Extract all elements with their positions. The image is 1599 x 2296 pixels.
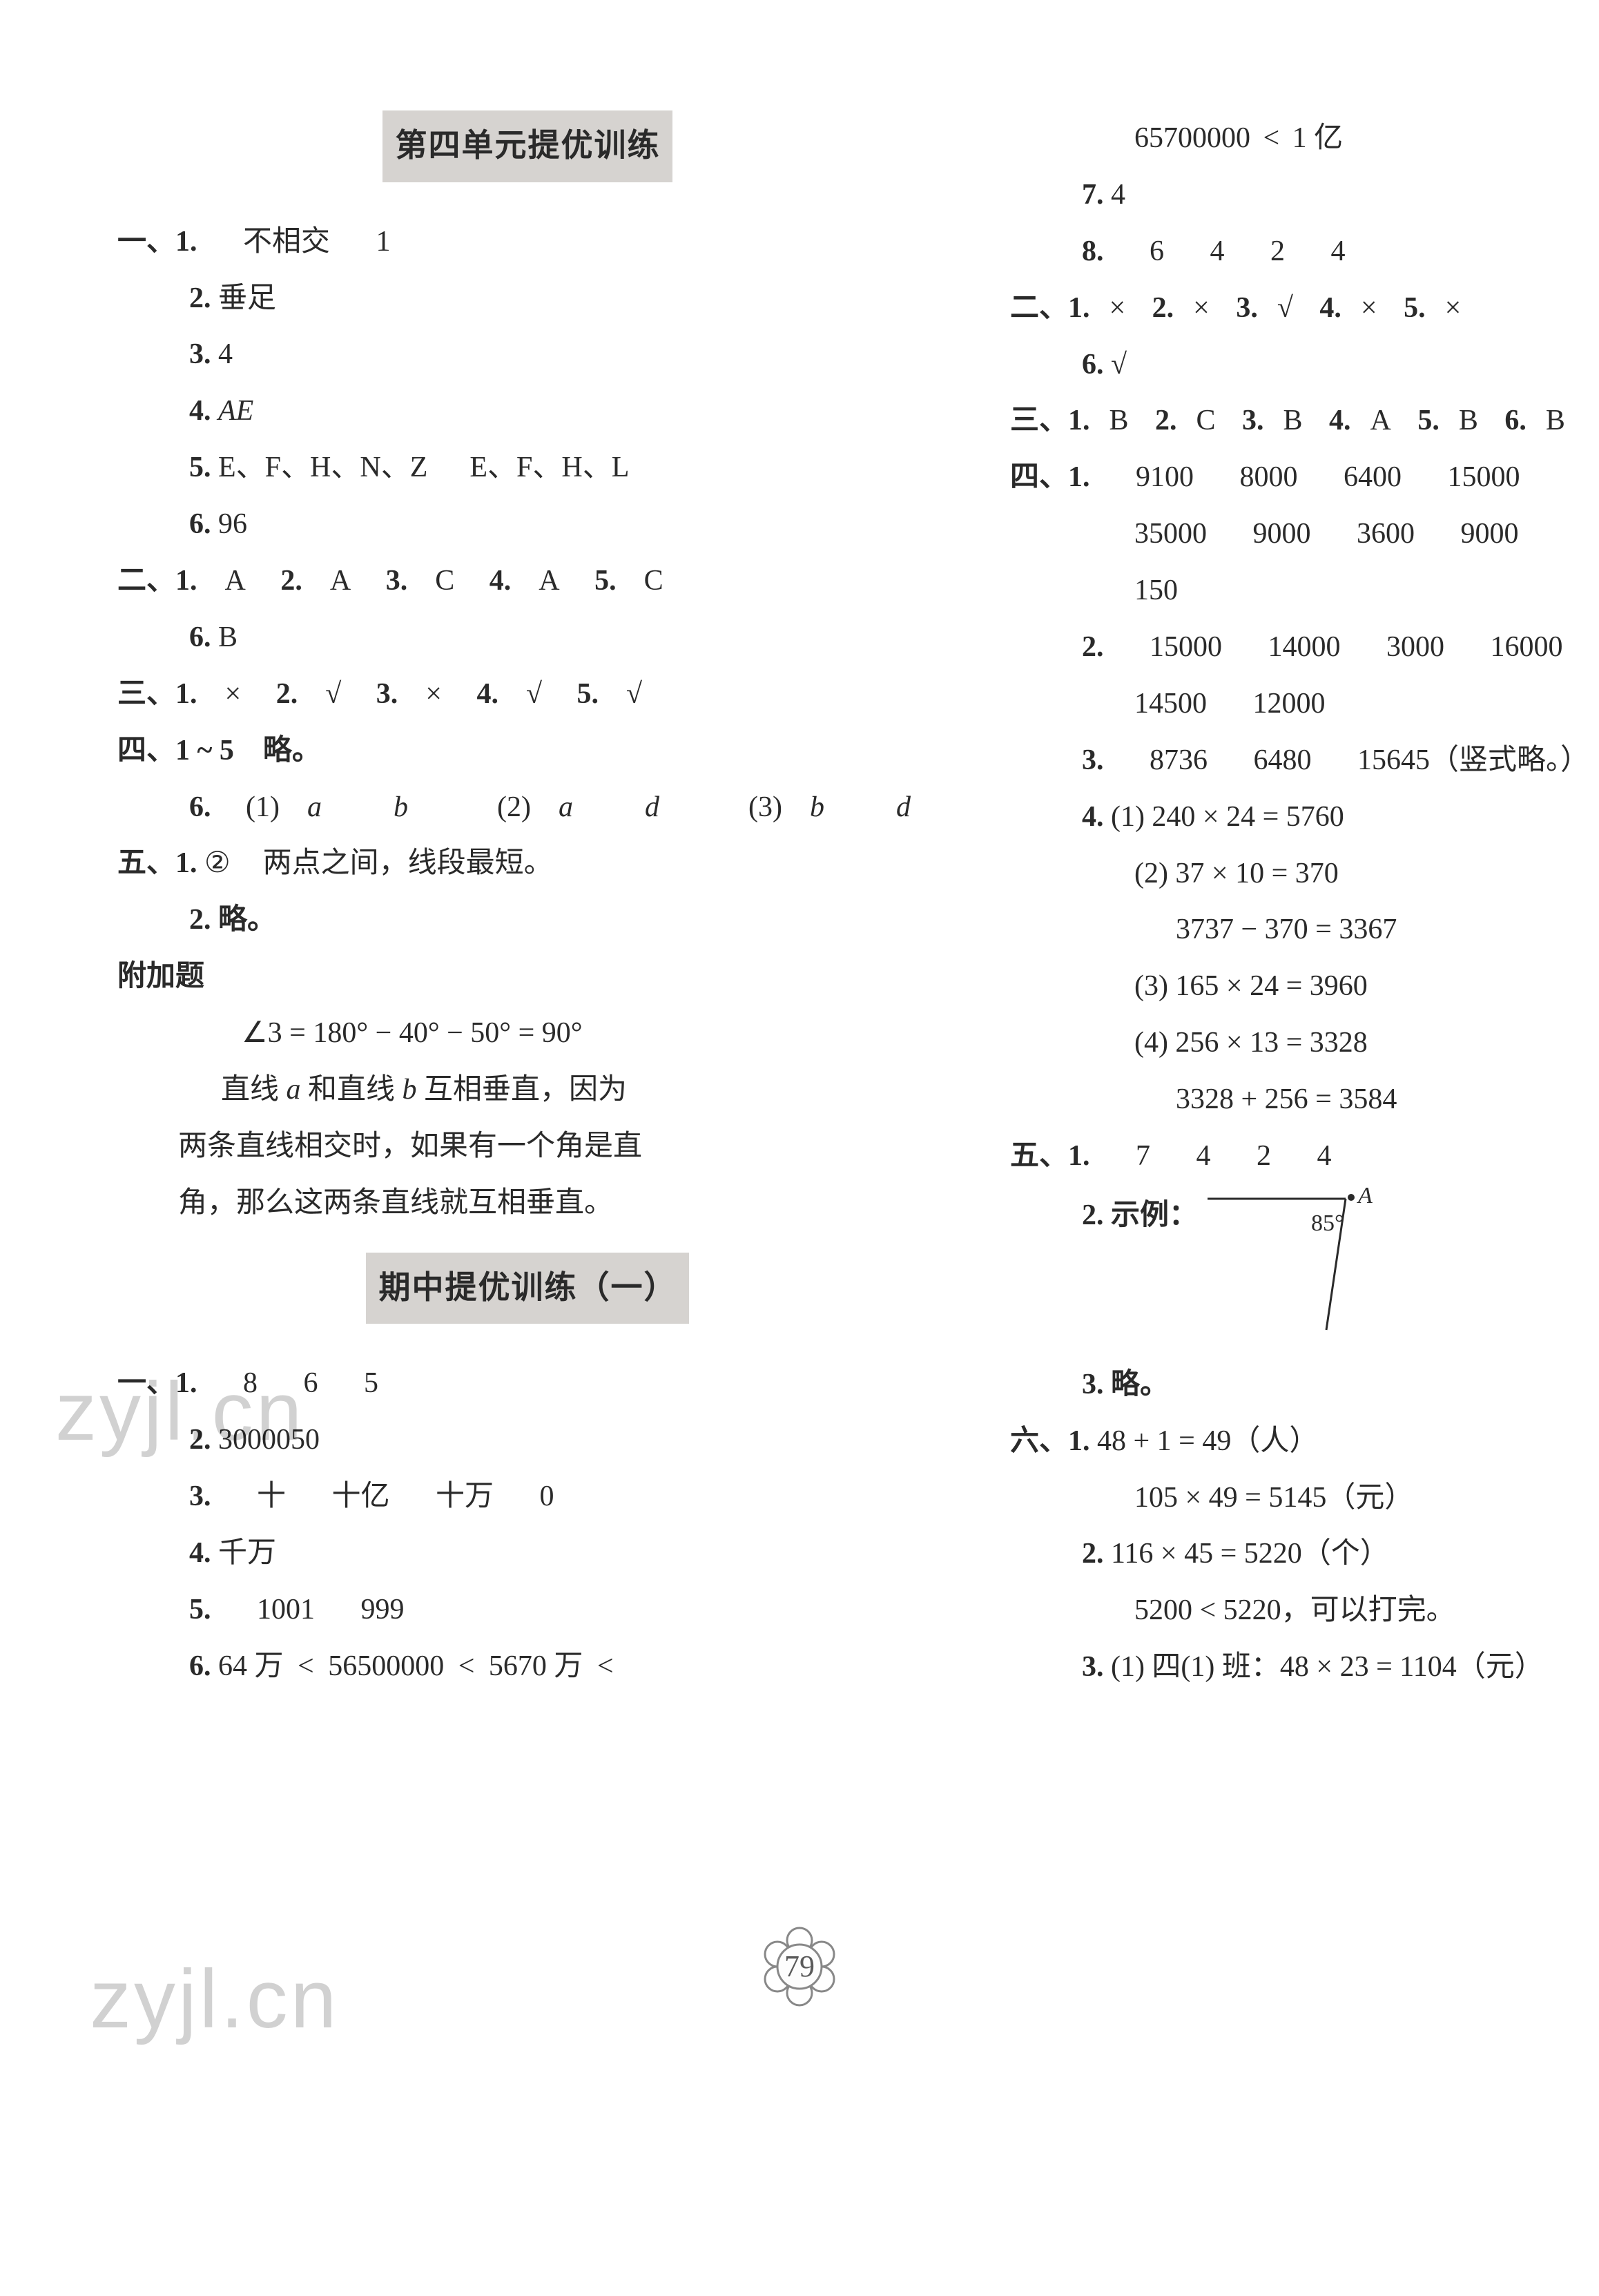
m1-s1-q6: 6. 64 万 < 56500000 < 5670 万 < — [117, 1639, 938, 1695]
m1-s1-q6-carry: 65700000 < 1 亿 — [1010, 110, 1599, 167]
m1-s2-q6: 6. √ — [1010, 337, 1599, 394]
u4-extra-p1: 直线 a 和直线 b 互相垂直，因为 — [117, 1062, 938, 1119]
page-number-badge: 79 — [758, 1925, 841, 2008]
u4-extra-eq: ∠3 = 180° − 40° − 50° = 90° — [117, 1005, 938, 1062]
angle-point-A: A — [1357, 1185, 1373, 1208]
m1-s4-q4-4b: 3328 + 256 = 3584 — [1010, 1072, 1599, 1128]
two-columns: 第四单元提优训练 一、1. 不相交 1 2. 垂足 3. 4 4. AE 5. — [117, 110, 1482, 1911]
m1-s4-q4-4a: (4) 256 × 13 = 3328 — [1010, 1015, 1599, 1072]
m1-s4-q1-l2: 35000 9000 3600 9000 — [1010, 506, 1599, 563]
u4-extra-title: 附加题 — [117, 949, 938, 1005]
u4-s3: 三、1.× 2.√ 3.× 4.√ 5.√ — [117, 666, 938, 723]
u4-s1-q1: 一、1. 不相交 1 — [117, 214, 938, 271]
u4-extra-p2: 两条直线相交时，如果有一个角是直 — [117, 1119, 938, 1175]
u4-s4-q6: 6. (1)ab (2)ad (3)bd — [117, 780, 938, 836]
m1-s3: 三、1.B 2.C 3.B 4.A 5.B 6.B — [1010, 393, 1599, 450]
u4-s1-q3: 3. 4 — [117, 327, 938, 383]
u4-extra-p3: 角，那么这两条直线就互相垂直。 — [117, 1175, 938, 1232]
u4-s2-q6: 6. B — [117, 610, 938, 666]
m1-s5-q1: 五、1. 7 4 2 4 — [1010, 1128, 1599, 1185]
m1-s2-line1: 二、1.× 2.× 3.√ 4.× 5.× — [1010, 280, 1599, 337]
m1-s6-q2b: 5200 < 5220，可以打完。 — [1010, 1583, 1599, 1639]
m1-s5-q2: 2. 示例： A 85° — [1010, 1185, 1599, 1357]
page-number: 79 — [758, 1925, 841, 2008]
u4-s1-q6: 6. 96 — [117, 496, 938, 553]
left-column: 第四单元提优训练 一、1. 不相交 1 2. 垂足 3. 4 4. AE 5. — [117, 110, 974, 1911]
m1-s5-q3: 3. 略。 — [1010, 1357, 1599, 1414]
m1-s1-q2: 2. 3000050 — [117, 1412, 938, 1469]
unit4-heading: 第四单元提优训练 — [382, 110, 672, 182]
angle-diagram: A 85° — [1201, 1185, 1394, 1357]
m1-s1-q8: 8. 6 4 2 4 — [1010, 224, 1599, 280]
m1-s1-q7: 7. 4 — [1010, 167, 1599, 224]
m1-s4-q4-2b: 3737 − 370 = 3367 — [1010, 902, 1599, 958]
mid1-heading: 期中提优训练（一） — [366, 1253, 689, 1324]
m1-s1-q5: 5. 1001 999 — [117, 1582, 938, 1639]
m1-s6-q2a: 2. 116 × 45 = 5220（个） — [1010, 1526, 1599, 1583]
m1-s4-q4-3: (3) 165 × 24 = 3960 — [1010, 958, 1599, 1015]
m1-s4-q4-2a: (2) 37 × 10 = 370 — [1010, 846, 1599, 903]
page: 第四单元提优训练 一、1. 不相交 1 2. 垂足 3. 4 4. AE 5. — [0, 0, 1599, 2077]
u4-s5-q1: 五、1. ② 两点之间，线段最短。 — [117, 836, 938, 892]
u4-s2-line1: 二、1.A 2.A 3.C 4.A 5.C — [117, 553, 938, 610]
m1-s1-q3: 3. 十 十亿 十万 0 — [117, 1469, 938, 1525]
u4-s5-q2: 2. 略。 — [117, 892, 938, 949]
u4-s4-line1: 四、1 ~ 5 略。 — [117, 723, 938, 780]
m1-s4-q1-l1: 四、1. 9100 8000 6400 15000 — [1010, 450, 1599, 506]
m1-s6-q1b: 105 × 49 = 5145（元） — [1010, 1470, 1599, 1527]
m1-s4-q2-l2: 14500 12000 — [1010, 676, 1599, 733]
u4-s1-q5: 5. E、F、H、N、Z E、F、H、L — [117, 440, 938, 496]
u4-s1-q4: 4. AE — [117, 383, 938, 440]
m1-s6-q1a: 六、1. 48 + 1 = 49（人） — [1010, 1414, 1599, 1470]
m1-s4-q1-l3: 150 — [1010, 563, 1599, 619]
angle-label: 85° — [1311, 1210, 1344, 1236]
m1-s1-q4: 4. 千万 — [117, 1525, 938, 1582]
right-column: 65700000 < 1 亿 7. 4 8. 6 4 2 4 二、1.× 2.×… — [974, 110, 1599, 1911]
m1-s4-q3: 3. 8736 6480 15645（竖式略。） — [1010, 733, 1599, 789]
m1-s6-q3: 3. (1) 四(1) 班：48 × 23 = 1104（元） — [1010, 1639, 1599, 1696]
m1-s4-q2-l1: 2. 15000 14000 3000 16000 — [1010, 619, 1599, 676]
m1-s4-q4-1: 4. (1) 240 × 24 = 5760 — [1010, 789, 1599, 846]
u4-s1-q2: 2. 垂足 — [117, 271, 938, 327]
m1-s1-q1: 一、1. 8 6 5 — [117, 1356, 938, 1412]
